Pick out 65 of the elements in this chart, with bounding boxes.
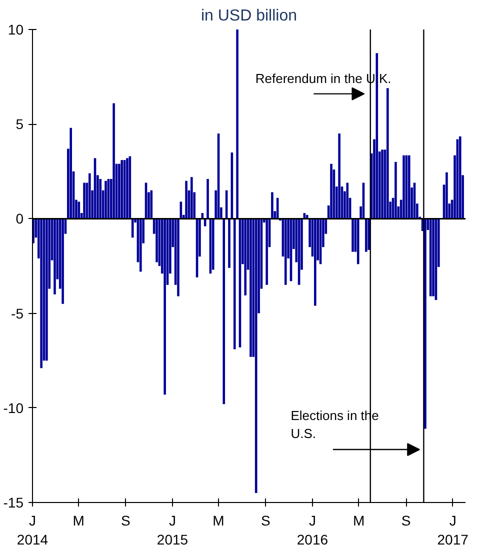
bar xyxy=(190,177,193,219)
x-tick-label: J 2015 xyxy=(156,512,188,548)
bar xyxy=(120,160,124,219)
bar xyxy=(356,218,360,264)
bar xyxy=(352,218,354,252)
bar xyxy=(386,88,389,219)
x-tick-label: M xyxy=(212,512,224,528)
bar xyxy=(250,218,252,357)
bar xyxy=(104,180,107,219)
chart-title: in USD billion xyxy=(200,8,298,24)
bar xyxy=(126,158,128,219)
bar xyxy=(140,218,142,272)
bar xyxy=(432,218,434,296)
bar xyxy=(118,164,120,219)
bar xyxy=(99,178,102,219)
bar xyxy=(164,218,166,395)
bar xyxy=(62,218,64,304)
bar xyxy=(266,218,268,285)
y-tick-label: -5 xyxy=(11,305,24,322)
bar xyxy=(222,218,226,404)
y-tick-label: 5 xyxy=(16,116,24,132)
bar xyxy=(314,218,316,306)
x-tick-label: M xyxy=(353,512,365,528)
bar xyxy=(212,218,214,270)
bar xyxy=(88,173,91,219)
bar xyxy=(233,218,236,350)
bar xyxy=(70,128,72,219)
bar xyxy=(177,218,180,296)
y-tick-label: 10 xyxy=(8,22,24,38)
x-tick-label: S xyxy=(401,512,411,528)
bar xyxy=(271,192,274,219)
x-tick-label: J 2016 xyxy=(296,512,328,548)
y-tick-label: 0 xyxy=(16,210,24,227)
bar xyxy=(284,218,287,285)
bar xyxy=(381,150,384,219)
y-tick-label: -15 xyxy=(3,494,24,510)
bar xyxy=(40,218,42,368)
bar xyxy=(330,164,332,219)
bar xyxy=(368,218,370,250)
bar xyxy=(46,218,48,361)
bar xyxy=(446,172,448,219)
bar xyxy=(338,134,340,219)
x-tick-label: S xyxy=(261,512,270,528)
bar xyxy=(131,218,134,238)
x-tick-label: S xyxy=(121,512,130,528)
bar xyxy=(112,103,115,219)
bar xyxy=(156,218,158,262)
bar xyxy=(185,180,188,219)
y-tick-label: -10 xyxy=(3,400,24,416)
bar xyxy=(394,162,397,219)
x-tick-label: M xyxy=(72,512,84,528)
bar xyxy=(228,218,230,268)
bar xyxy=(150,190,153,219)
bar xyxy=(54,218,56,294)
x-tick-label: J 2017 xyxy=(437,512,469,548)
bar xyxy=(458,136,462,219)
bar xyxy=(244,218,247,296)
bar xyxy=(236,30,238,219)
bar xyxy=(346,182,349,219)
x-tick-label: J 2014 xyxy=(16,512,48,548)
bar xyxy=(408,155,410,219)
bar xyxy=(402,155,405,219)
bar xyxy=(206,178,209,219)
bar xyxy=(365,218,368,252)
bar xyxy=(83,182,86,219)
